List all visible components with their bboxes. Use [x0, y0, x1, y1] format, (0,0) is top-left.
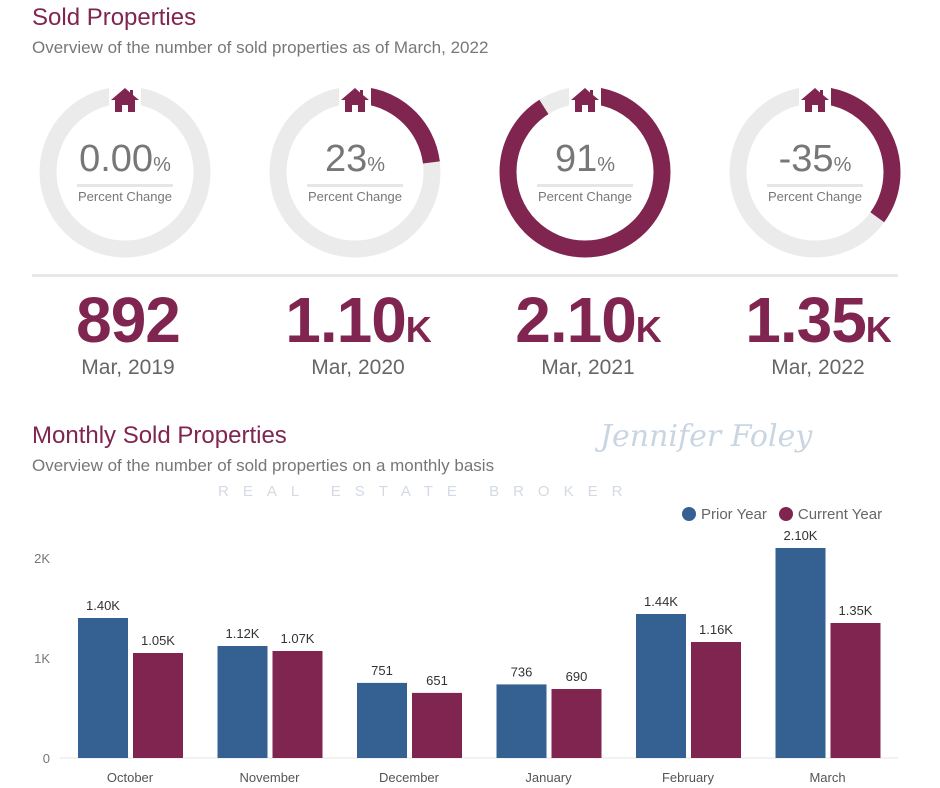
- data-label: 651: [426, 673, 448, 688]
- y-tick-label: 0: [43, 751, 50, 766]
- total-period: Mar, 2019: [81, 356, 175, 379]
- bar-chart: 0 1K 2K 1.40K 1.05K October 1.12K 1.07K November…: [34, 528, 898, 785]
- x-tick-label: January: [525, 770, 572, 785]
- bar-prior: [217, 646, 268, 758]
- percent-underline: [77, 184, 173, 187]
- kpi-donut: 91% Percent Change: [495, 82, 675, 262]
- watermark-logo: Jennifer Foley: [600, 419, 813, 454]
- chart-legend: Prior Year Current Year: [682, 506, 882, 524]
- bar-current: [830, 623, 881, 758]
- bar-prior: [636, 614, 686, 758]
- x-tick-label: December: [379, 770, 440, 785]
- kpi-donut: -35% Percent Change: [725, 82, 905, 262]
- y-tick-label: 2K: [34, 551, 50, 566]
- percent-label: Percent Change: [78, 189, 172, 204]
- data-label: 1.40K: [86, 598, 120, 613]
- percent-value: 91%: [554, 138, 616, 180]
- legend-dot-icon: [682, 507, 696, 521]
- total-value: 1.35K: [745, 284, 892, 356]
- monthly-subtitle: Overview of the number of sold propertie…: [32, 456, 495, 475]
- percent-underline: [307, 184, 403, 187]
- house-icon: [109, 86, 141, 114]
- percent-value: 23%: [324, 138, 386, 180]
- percent-value: -35%: [778, 138, 852, 180]
- x-tick-label: October: [107, 770, 154, 785]
- bar-prior: [357, 682, 407, 758]
- legend-label: Current Year: [797, 506, 883, 523]
- total-period: Mar, 2020: [311, 356, 405, 379]
- bar-prior: [775, 548, 826, 758]
- total-period: Mar, 2022: [771, 356, 865, 379]
- house-icon: [799, 86, 831, 114]
- percent-underline: [537, 184, 633, 187]
- data-label: 751: [371, 663, 393, 678]
- data-label: 1.05K: [141, 633, 175, 648]
- y-tick-label: 1K: [34, 651, 50, 666]
- house-icon: [569, 86, 601, 114]
- bar-current: [691, 642, 741, 758]
- monthly-title: Monthly Sold Properties: [32, 422, 287, 449]
- x-tick-label: March: [809, 770, 845, 785]
- total-value: 2.10K: [515, 284, 662, 356]
- kpi-donut: 23% Percent Change: [265, 82, 445, 262]
- total-period: Mar, 2021: [541, 356, 635, 379]
- divider: [32, 274, 898, 277]
- percent-label: Percent Change: [538, 189, 632, 204]
- percent-label: Percent Change: [308, 189, 402, 204]
- total-value: 892: [76, 284, 181, 356]
- data-label: 736: [511, 664, 533, 679]
- data-label: 1.44K: [644, 594, 678, 609]
- legend-dot-icon: [778, 507, 793, 521]
- bar-current: [412, 692, 462, 758]
- total-value: 1.10K: [285, 284, 432, 356]
- legend-prior: Prior Year: [682, 506, 767, 524]
- data-label: 1.35K: [839, 603, 873, 618]
- legend-label: Prior Year: [701, 506, 767, 523]
- watermark-tagline: REAL ESTATE BROKER: [218, 483, 637, 500]
- bar-prior: [78, 618, 128, 758]
- x-tick-label: February: [662, 770, 715, 785]
- house-icon: [339, 86, 371, 114]
- data-label: 2.10K: [784, 528, 818, 543]
- data-label: 1.16K: [699, 622, 733, 637]
- bar-current: [551, 689, 602, 758]
- bar-current: [133, 653, 183, 758]
- page-subtitle: Overview of the number of sold propertie…: [32, 38, 489, 57]
- percent-label: Percent Change: [768, 189, 862, 204]
- legend-current: Current Year: [778, 506, 883, 524]
- bar-prior: [496, 684, 547, 758]
- data-label: 1.12K: [226, 626, 260, 641]
- x-tick-label: November: [240, 770, 301, 785]
- bar-current: [272, 651, 323, 758]
- data-label: 1.07K: [281, 631, 315, 646]
- percent-value: 0.00%: [79, 138, 171, 180]
- kpi-donut: 0.00% Percent Change: [35, 82, 215, 262]
- percent-underline: [767, 184, 863, 187]
- data-label: 690: [566, 669, 588, 684]
- page-title: Sold Properties: [32, 4, 197, 31]
